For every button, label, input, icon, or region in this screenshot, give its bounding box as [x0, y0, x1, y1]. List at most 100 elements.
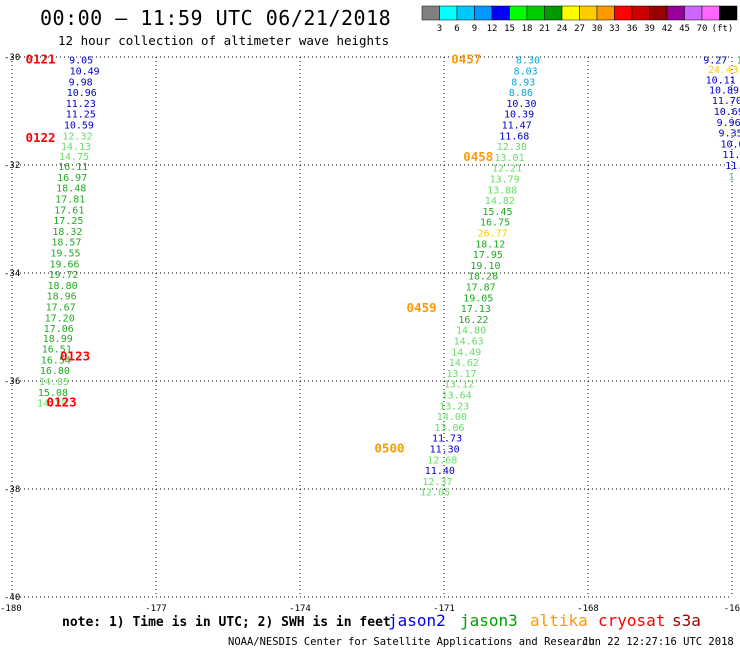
wave-height-value: 10.11 — [706, 76, 736, 87]
legend-swatch — [666, 5, 685, 21]
wave-height-value: 17.67 — [46, 302, 76, 313]
wave-height-value: 11.30 — [430, 445, 460, 456]
wave-height-value: 18.57 — [51, 238, 81, 249]
legend-label: 24 — [557, 24, 568, 34]
x-tick-label: -171 — [433, 604, 455, 614]
wave-height-value: 16.80 — [40, 366, 70, 377]
y-axis-ticks: -30 -32 -34 -36 -38 -40 — [4, 53, 20, 603]
wave-height-value: 17.13 — [461, 304, 491, 315]
wave-height-value: 12.38 — [497, 142, 527, 153]
legend-label: 30 — [592, 24, 603, 34]
mission-name: jason2 — [388, 611, 446, 630]
pass-time-label: 0458 — [463, 149, 493, 164]
wave-height-value: 12.32 — [62, 131, 92, 142]
wave-height-value: 9.05 — [69, 56, 93, 67]
chart-subtitle: 12 hour collection of altimeter wave hei… — [58, 33, 389, 48]
wave-height-value: 18.12 — [475, 239, 505, 250]
wave-height-value: 9.98 — [69, 77, 93, 88]
mission-name: altika — [530, 611, 588, 630]
wave-height-value: 9.96 — [717, 118, 740, 129]
legend-swatch — [701, 5, 720, 21]
wave-height-value: 11.40 — [425, 466, 455, 477]
wave-height-value: 15.08 — [38, 388, 68, 399]
wave-height-value: 19.72 — [48, 270, 78, 281]
wave-height-value: 13.88 — [487, 185, 517, 196]
wave-height-value: 13.12 — [444, 380, 474, 391]
legend-swatch — [526, 5, 545, 21]
wave-height-value: 10.69 — [714, 107, 740, 118]
wave-height-value: 12.05 — [420, 488, 450, 499]
wave-height-value: 10.89 — [709, 85, 739, 96]
mission-name: jason3 — [460, 611, 518, 630]
wave-height-value: 18.96 — [47, 292, 77, 303]
wave-height-value: 18.48 — [56, 184, 86, 195]
wave-height-points: 9.0510.499.9810.9611.2311.2510.5912.3214… — [37, 56, 740, 499]
wave-height-value: 102 — [737, 56, 740, 67]
wave-height-value: 13.23 — [439, 401, 469, 412]
wave-height-value: 15.45 — [482, 207, 512, 218]
wave-height-value: 14.82 — [485, 196, 515, 207]
wave-height-value: 16.54 — [41, 355, 71, 366]
swh-color-legend: 3 6 9 12 15 18 21 24 27 30 33 36 39 42 45 70 (ft) — [421, 5, 738, 34]
wave-height-value: 11.68 — [499, 131, 529, 142]
legend-swatch — [614, 5, 633, 21]
legend-swatch — [684, 5, 703, 21]
wave-height-value: 10.07 — [720, 139, 740, 150]
legend-swatch — [456, 5, 475, 21]
legend-label: 39 — [644, 24, 655, 34]
legend-label: 18 — [522, 24, 533, 34]
footer-timestamp: Jun 22 12:27:16 UTC 2018 — [582, 636, 734, 648]
legend-swatch — [474, 5, 493, 21]
legend-swatch — [491, 5, 510, 21]
wave-height-value: 14.13 — [61, 142, 91, 153]
x-axis-ticks: -180 -177 -174 -171 -168 -16 — [0, 604, 740, 614]
wave-height-value: 13.17 — [446, 369, 476, 380]
legend-label: 27 — [574, 24, 585, 34]
wave-height-value: 14.49 — [451, 347, 481, 358]
wave-height-value: 18.28 — [468, 272, 498, 283]
wave-height-value: 17.81 — [55, 194, 85, 205]
wave-height-value: 10.59 — [64, 121, 94, 132]
pass-time-label: 0457 — [451, 52, 481, 67]
units-note: note: 1) Time is in UTC; 2) SWH is in fe… — [62, 615, 391, 630]
pass-time-labels: 0121 0122 0123 0123 0457 0458 0459 0500 — [25, 52, 493, 456]
legend-label: 9 — [472, 24, 477, 34]
pass-time-label: 0122 — [25, 130, 55, 145]
wave-height-value: 11.47 — [502, 121, 532, 132]
wave-height-value: 17.61 — [54, 205, 84, 216]
wave-height-value: 17.87 — [466, 283, 496, 294]
wave-height-value: 14.85 — [39, 377, 69, 388]
pass-time-label: 0121 — [25, 52, 55, 67]
wave-height-value: 14.00 — [437, 412, 467, 423]
wave-height-value: 11. — [725, 161, 740, 172]
y-tick-label: -40 — [4, 593, 20, 603]
mission-legend: jason2 jason3 altika cryosat s3a — [388, 611, 701, 630]
wave-height-value: 12.68 — [427, 455, 457, 466]
wave-height-value: 14.29 — [37, 399, 67, 410]
legend-label: 6 — [454, 24, 459, 34]
wave-height-value: 8.03 — [514, 67, 538, 78]
wave-height-value: 17.06 — [44, 324, 74, 335]
wave-height-value: 8.86 — [509, 88, 533, 99]
mission-name: s3a — [672, 611, 701, 630]
legend-swatch — [579, 5, 598, 21]
wave-height-value: 17.25 — [53, 216, 83, 227]
legend-swatch — [649, 5, 668, 21]
legend-swatch — [719, 5, 738, 21]
legend-label: 15 — [504, 24, 515, 34]
wave-height-value: 10.49 — [70, 67, 100, 78]
legend-label: 33 — [609, 24, 620, 34]
wave-height-value: 16.51 — [42, 345, 72, 356]
wave-height-value: 14.62 — [449, 358, 479, 369]
y-tick-label: -30 — [4, 53, 20, 63]
wave-height-value: 9.27 — [703, 56, 727, 67]
chart-title: 00:00 — 11:59 UTC 06/21/2018 — [40, 6, 391, 30]
legend-label: 21 — [539, 24, 550, 34]
legend-swatch — [544, 5, 563, 21]
footer-agency: NOAA/NESDIS Center for Satellite Applica… — [228, 636, 595, 648]
wave-height-value: 13.64 — [442, 391, 472, 402]
wave-height-value: 19.66 — [49, 259, 79, 270]
wave-height-value: 18.32 — [52, 227, 82, 238]
